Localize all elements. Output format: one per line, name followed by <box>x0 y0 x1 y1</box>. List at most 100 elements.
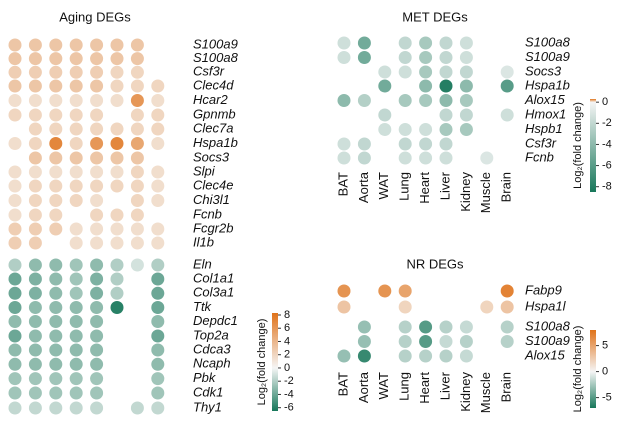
dot <box>49 401 63 415</box>
row-label: Chi3l1 <box>193 192 230 207</box>
dot <box>28 151 42 165</box>
dot <box>439 65 453 79</box>
colorbar-label: Log₂(fold change) <box>572 326 584 413</box>
dot <box>28 79 42 93</box>
dot <box>8 357 22 371</box>
dot <box>130 94 144 107</box>
dot <box>110 165 124 179</box>
dot <box>337 300 351 314</box>
colorbar-tick-label: 4 <box>284 335 290 347</box>
dot <box>28 286 42 300</box>
dot <box>439 94 453 107</box>
dot <box>49 357 63 371</box>
dot <box>459 349 473 363</box>
dot <box>49 52 63 66</box>
column-label: Brain <box>499 172 514 202</box>
dot <box>69 315 83 328</box>
column-label: Lung <box>397 372 412 401</box>
row-label: Gpnmb <box>193 106 236 121</box>
dot <box>69 258 83 272</box>
dot <box>69 329 83 343</box>
row-label: Col1a1 <box>193 270 234 285</box>
dot <box>357 335 371 348</box>
row-label: Hspa1b <box>525 77 570 92</box>
column-label: Heart <box>417 172 432 204</box>
dot <box>151 315 165 328</box>
dot <box>69 65 83 79</box>
dot <box>110 151 124 165</box>
row-label: Alox15 <box>524 347 566 362</box>
dot <box>151 165 165 179</box>
row-label: Il1b <box>193 234 214 249</box>
dot <box>90 329 104 343</box>
dot <box>500 65 514 79</box>
dot <box>439 137 453 151</box>
dot <box>49 301 63 314</box>
dot <box>8 286 22 300</box>
dot <box>8 301 22 314</box>
dot <box>69 301 83 314</box>
dot <box>90 194 104 207</box>
dot <box>90 286 104 300</box>
colorbar <box>590 330 596 408</box>
dot <box>28 194 42 207</box>
row-label: Fcgr2b <box>193 220 233 235</box>
dot <box>69 94 83 107</box>
dot <box>90 222 104 236</box>
dot <box>337 94 351 107</box>
dot <box>69 38 83 52</box>
row-label: Csf3r <box>525 135 557 150</box>
dot <box>130 194 144 207</box>
column-label: Kidney <box>458 172 473 212</box>
dot <box>151 329 165 343</box>
dot <box>90 401 104 415</box>
dot <box>28 236 42 250</box>
dot <box>130 108 144 122</box>
dot <box>69 194 83 207</box>
column-label: Lung <box>397 172 412 201</box>
dot <box>28 258 42 272</box>
row-label: Fcnb <box>525 149 554 164</box>
dot <box>337 284 351 298</box>
dot <box>8 38 22 52</box>
dot <box>500 79 514 93</box>
column-label: Liver <box>437 371 452 400</box>
dot <box>130 222 144 236</box>
dot <box>69 179 83 193</box>
dot <box>69 79 83 93</box>
dot <box>8 386 22 400</box>
column-label: Aorta <box>356 371 371 403</box>
dot <box>398 320 412 334</box>
dot <box>49 38 63 52</box>
row-label: Cdk1 <box>193 384 223 399</box>
dot <box>130 79 144 93</box>
dot <box>90 79 104 93</box>
dot <box>378 65 392 79</box>
dot <box>151 258 165 272</box>
dot <box>357 151 371 165</box>
dot <box>49 343 63 357</box>
column-label: WAT <box>376 172 391 199</box>
dot <box>500 284 514 298</box>
colorbar-tick-label: 5 <box>602 340 608 352</box>
column-label: Aorta <box>356 171 371 203</box>
dot <box>90 343 104 357</box>
dot <box>69 151 83 165</box>
dot <box>69 386 83 400</box>
dot <box>459 36 473 50</box>
dot <box>151 122 165 136</box>
dot <box>357 36 371 50</box>
dot <box>459 79 473 93</box>
dot <box>151 236 165 250</box>
dot <box>151 357 165 371</box>
dot <box>90 137 104 150</box>
dot <box>419 349 433 363</box>
row-label: Ttk <box>193 299 213 314</box>
dot <box>28 94 42 107</box>
row-label: Slpi <box>193 163 216 178</box>
dot <box>90 179 104 193</box>
colorbar-tick-label: 0 <box>284 362 290 374</box>
dot <box>8 79 22 93</box>
dot <box>90 165 104 179</box>
row-label: Clec7a <box>193 120 233 135</box>
